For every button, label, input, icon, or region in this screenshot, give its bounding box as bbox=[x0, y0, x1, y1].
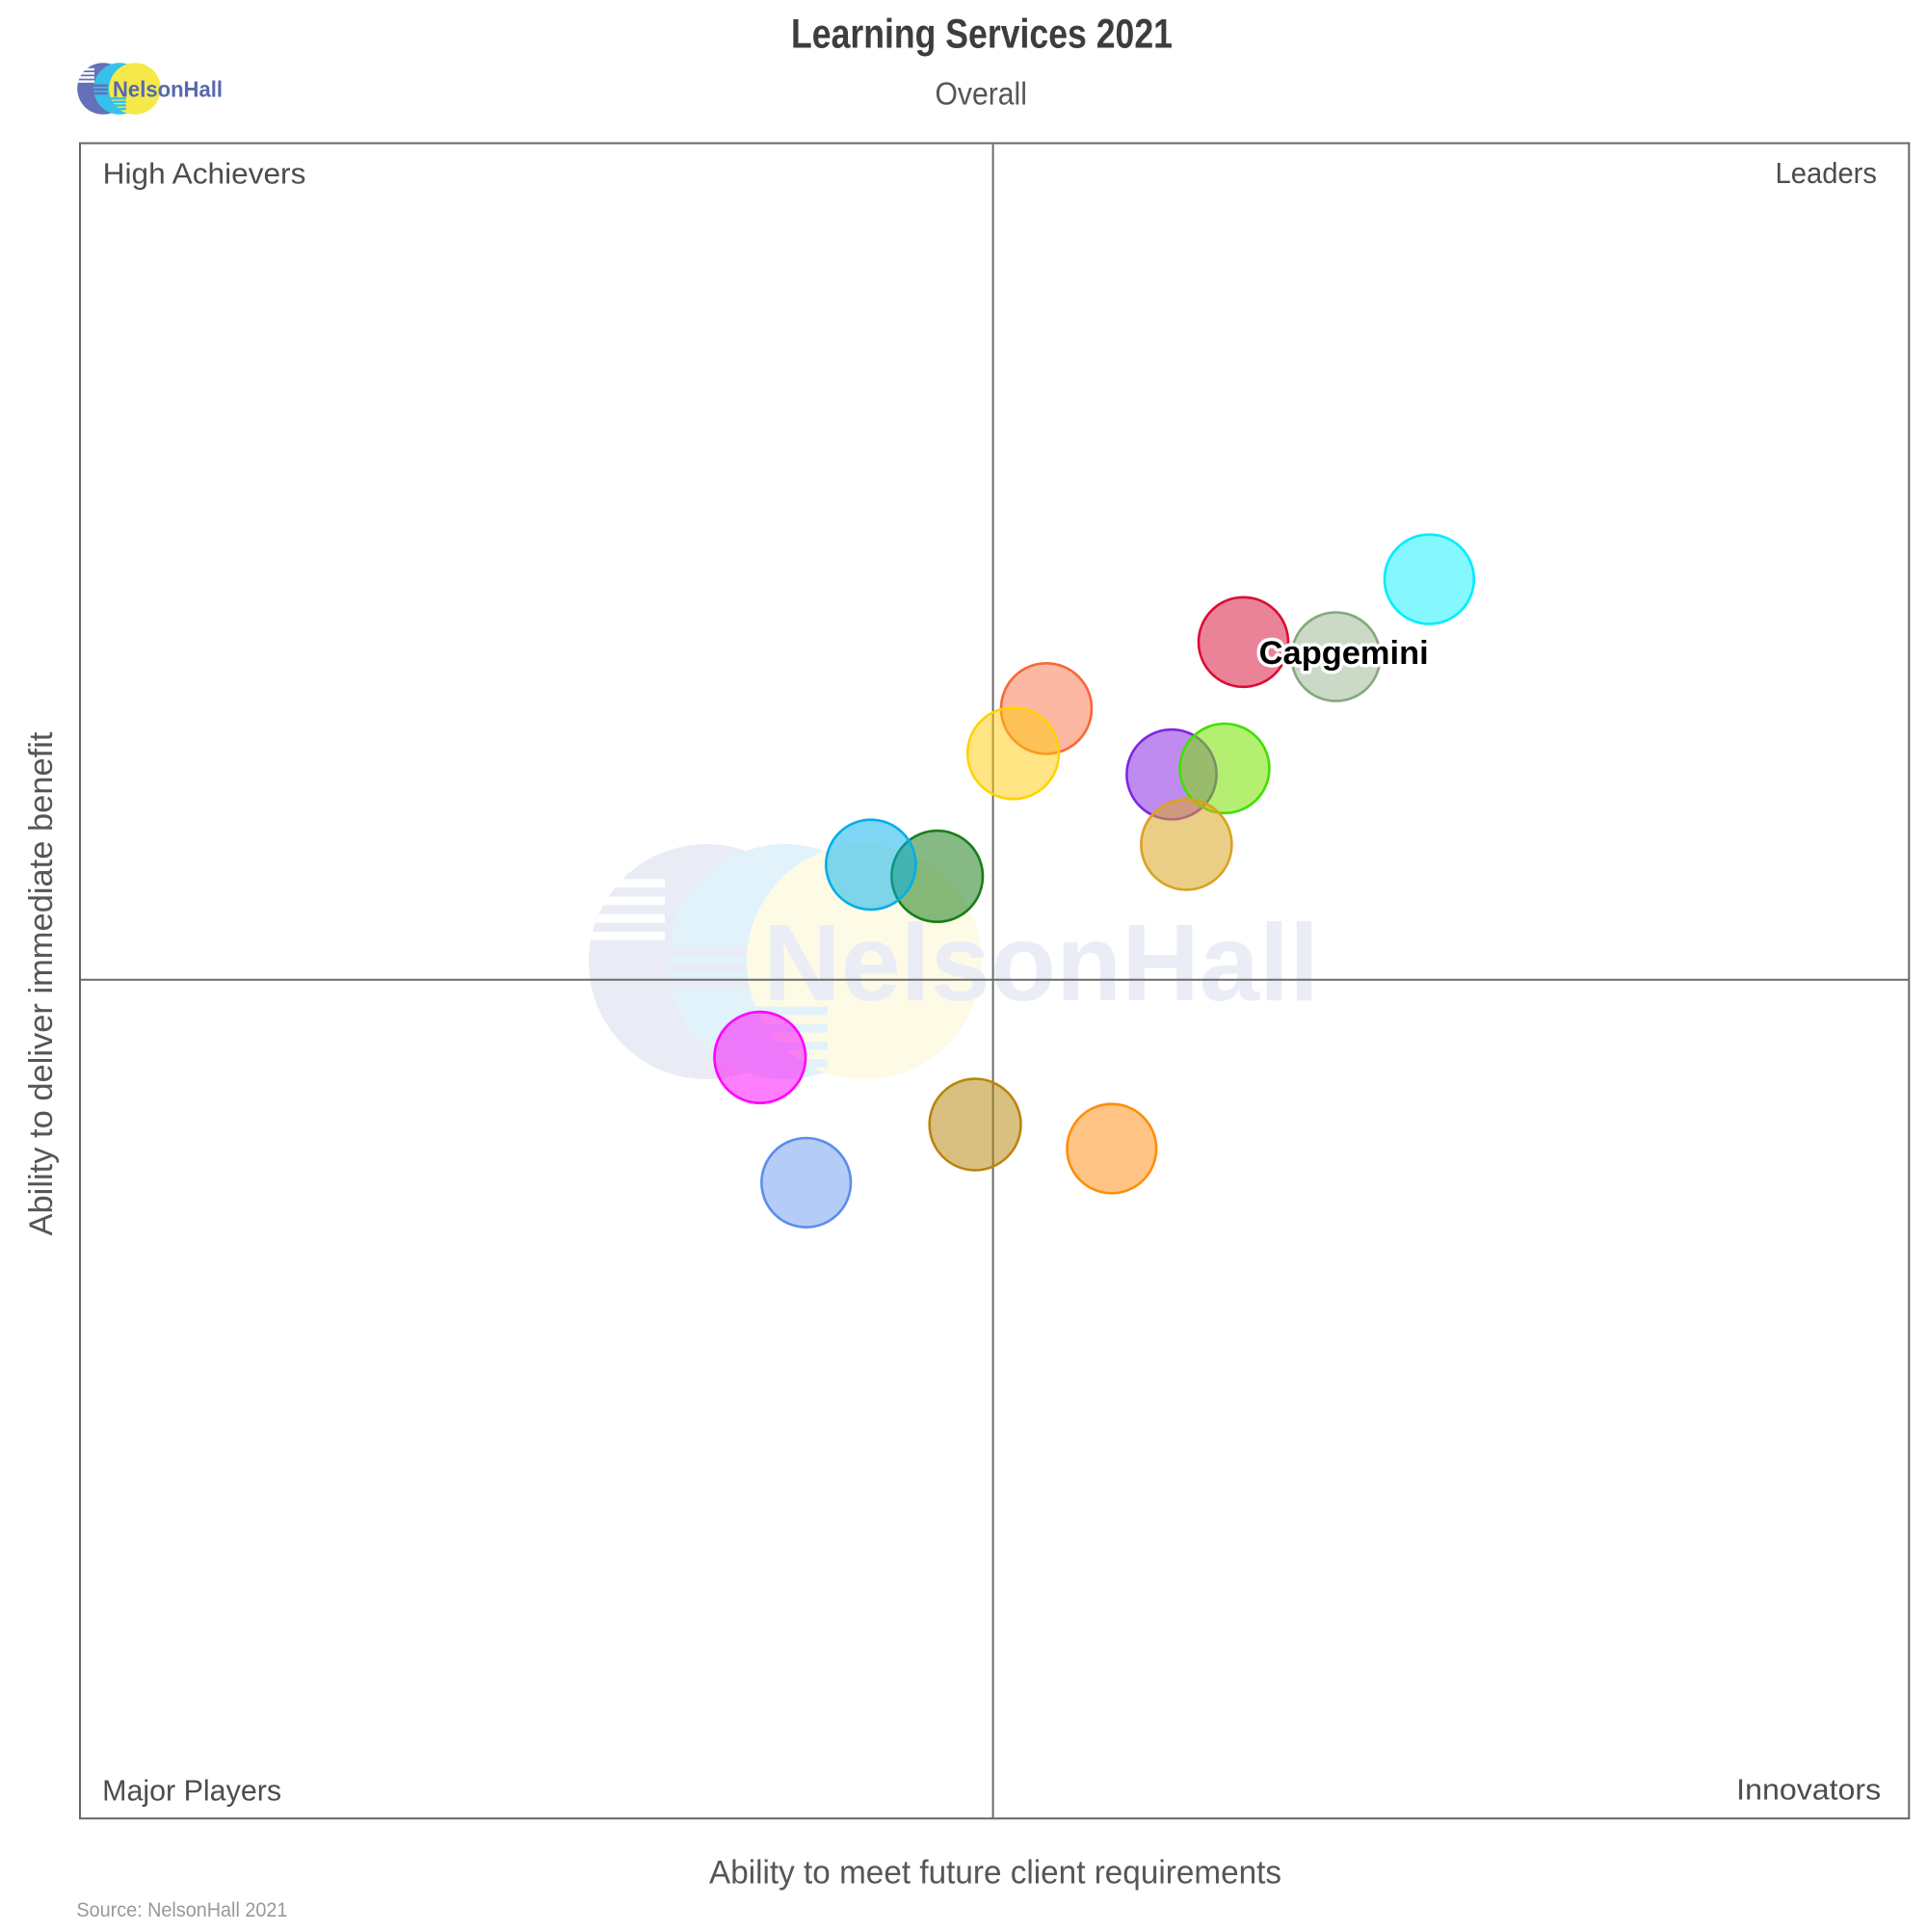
svg-text:Ability to meet future client: Ability to meet future client requiremen… bbox=[709, 1855, 1281, 1892]
svg-text:Overall: Overall bbox=[935, 76, 1027, 112]
svg-text:Innovators: Innovators bbox=[1736, 1773, 1881, 1807]
svg-text:Ability to deliver immediate b: Ability to deliver immediate benefit bbox=[23, 731, 60, 1236]
svg-text:Leaders: Leaders bbox=[1776, 156, 1878, 190]
svg-text:NelsonHall: NelsonHall bbox=[113, 77, 223, 102]
svg-text:Major Players: Major Players bbox=[102, 1774, 281, 1808]
svg-text:Source: NelsonHall 2021: Source: NelsonHall 2021 bbox=[76, 1899, 287, 1921]
svg-text:NelsonHall: NelsonHall bbox=[763, 902, 1319, 1023]
svg-text:High Achievers: High Achievers bbox=[103, 156, 306, 190]
svg-text:Learning Services 2021: Learning Services 2021 bbox=[791, 13, 1173, 58]
svg-text:Capgemini: Capgemini bbox=[1259, 635, 1429, 672]
